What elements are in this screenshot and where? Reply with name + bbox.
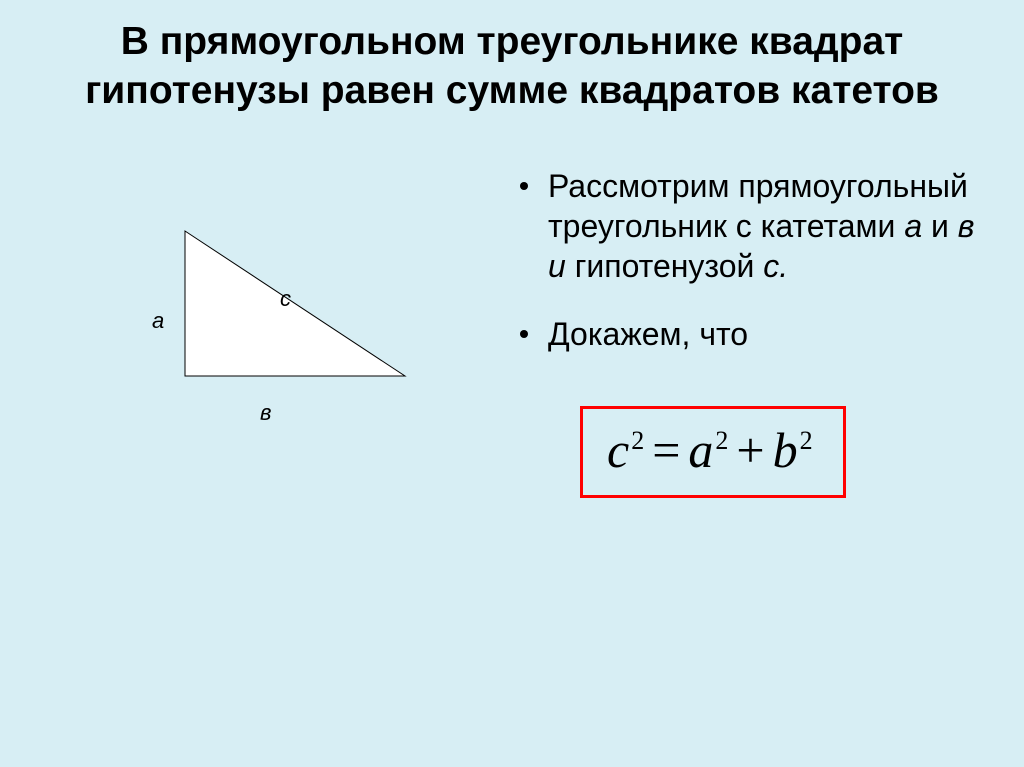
f-rhs1-exp: 2 [715,426,728,455]
slide-title: В прямоугольном треугольнике квадрат гип… [40,18,984,116]
b1-p2: и [922,208,958,244]
f-lhs-exp: 2 [631,426,644,455]
triangle-svg [90,216,430,416]
f-rhs2-exp: 2 [800,426,813,455]
f-lhs-base: c [607,422,629,478]
diagram-panel: а с в [40,156,480,436]
bullet-1: Рассмотрим прямоугольный треугольник с к… [520,166,984,286]
bullet-dot-icon [520,182,528,190]
label-hypotenuse-c: с [280,286,291,312]
bullet-dot-icon [520,330,528,338]
triangle-diagram: а с в [90,216,430,436]
slide: В прямоугольном треугольнике квадрат гип… [0,0,1024,767]
f-rhs2-base: b [773,422,798,478]
b1-p1: а [904,208,922,244]
text-panel: Рассмотрим прямоугольный треугольник с к… [520,156,984,498]
label-leg-b: в [260,400,271,426]
label-leg-a: а [152,308,164,334]
formula: c2=a2+b2 [607,421,813,479]
f-rhs1-base: a [688,422,713,478]
bullet-1-text: Рассмотрим прямоугольный треугольник с к… [548,166,984,286]
bullet-2: Докажем, что [520,314,984,354]
b2-p0: Докажем, что [548,316,748,352]
formula-box: c2=a2+b2 [580,406,846,498]
content-area: а с в Рассмотрим прямоугольный треугольн… [40,156,984,498]
b1-p5: с. [763,248,788,284]
b1-p4: гипотенузой [566,248,764,284]
equals-sign: = [652,422,680,478]
plus-sign: + [736,422,764,478]
bullet-2-text: Докажем, что [548,314,748,354]
